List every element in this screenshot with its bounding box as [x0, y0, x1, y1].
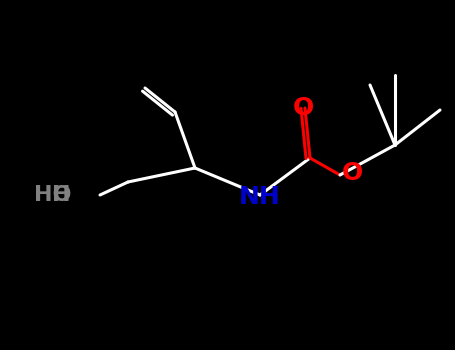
Text: O: O: [293, 96, 313, 120]
Text: NH: NH: [239, 185, 281, 209]
Text: HO: HO: [35, 185, 72, 205]
Text: O: O: [342, 161, 363, 185]
Text: H: H: [51, 185, 70, 205]
